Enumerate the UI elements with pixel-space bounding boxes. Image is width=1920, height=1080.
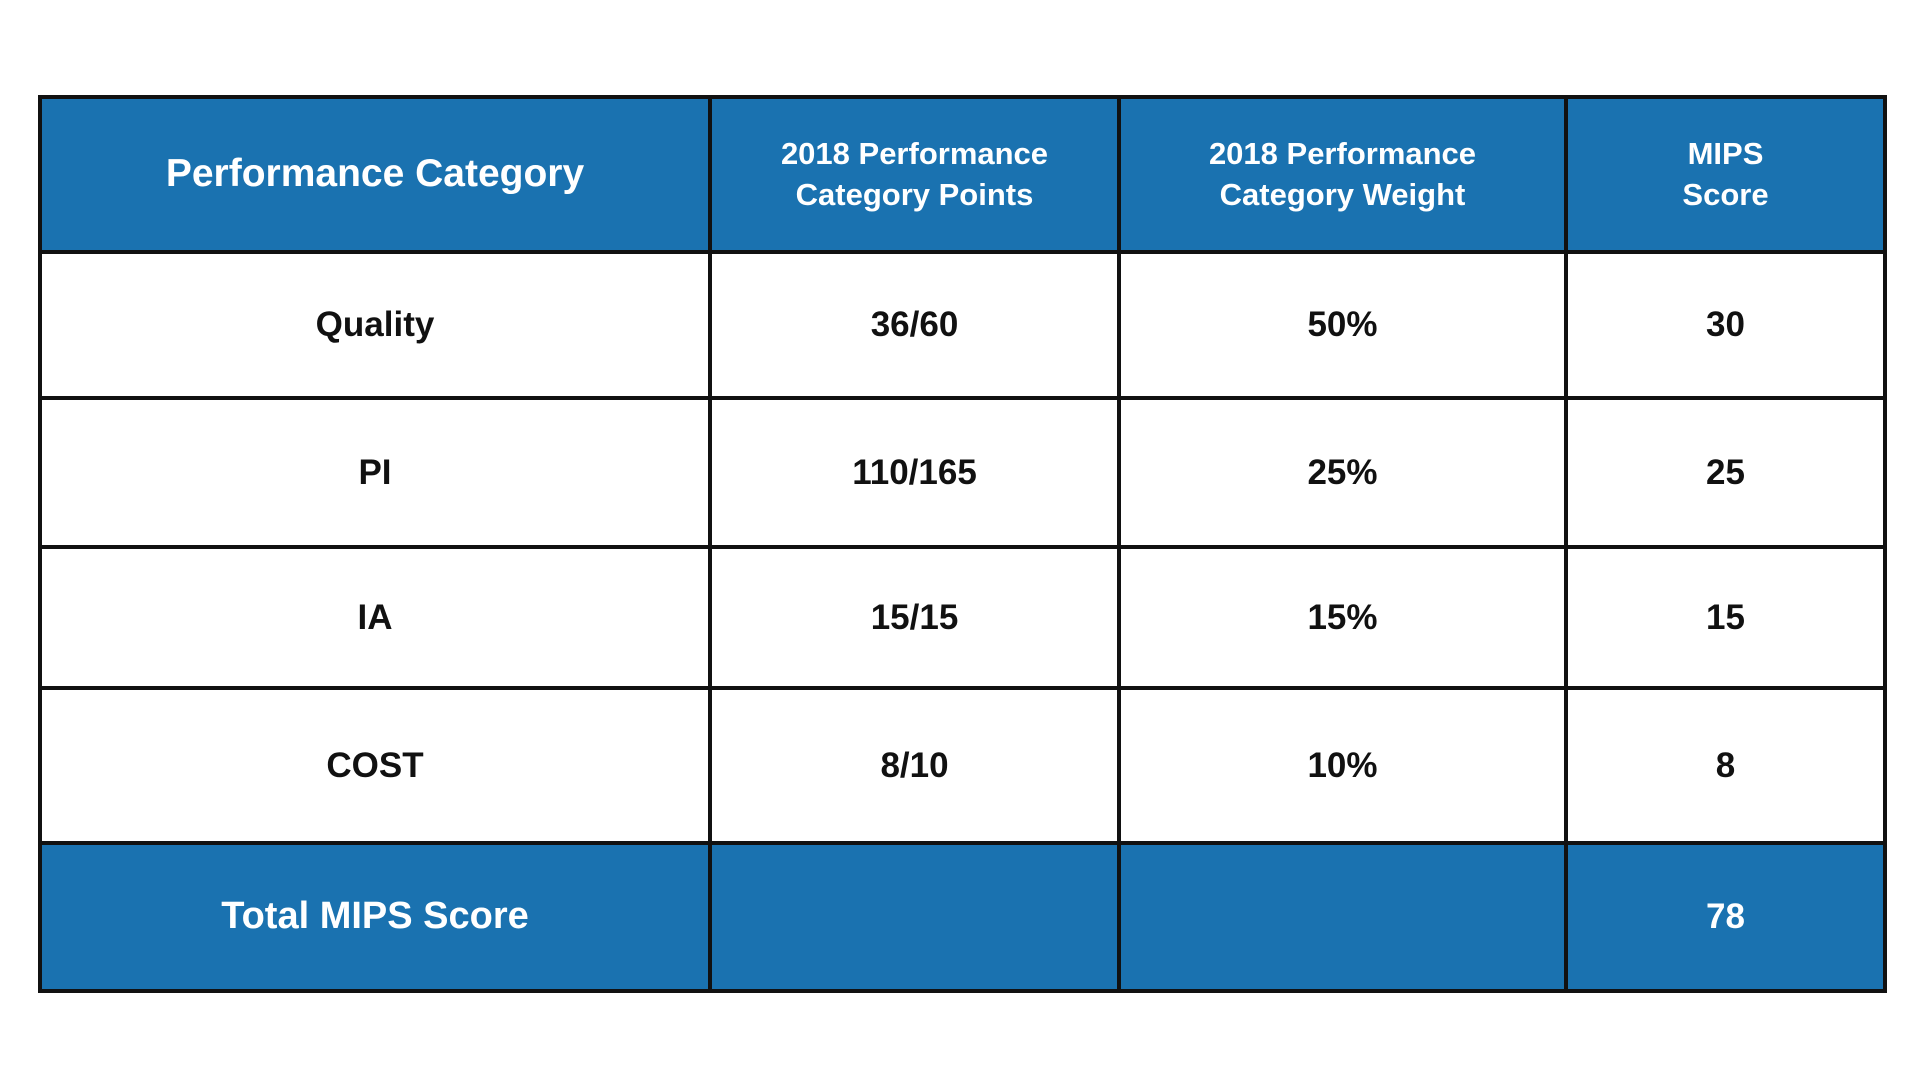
body-cell: 8/10 bbox=[708, 686, 1121, 845]
header-text: MIPS bbox=[1687, 136, 1764, 172]
header-cell: Performance Category bbox=[38, 95, 712, 254]
header-text: Category Points bbox=[795, 176, 1034, 212]
body-cell: PI bbox=[38, 396, 712, 549]
body-cell: 25% bbox=[1117, 396, 1568, 549]
header-cell: 2018 Performance Category Points bbox=[708, 95, 1121, 254]
body-cell: Quality bbox=[38, 250, 712, 400]
cell-value: 30 bbox=[1706, 305, 1745, 345]
body-cell: 50% bbox=[1117, 250, 1568, 400]
cell-value: 36/60 bbox=[870, 305, 959, 345]
category-name: IA bbox=[357, 597, 393, 637]
cell-value: 25% bbox=[1307, 452, 1378, 492]
body-cell: 10% bbox=[1117, 686, 1568, 845]
body-cell: IA bbox=[38, 545, 712, 690]
body-cell: COST bbox=[38, 686, 712, 845]
category-name: Quality bbox=[315, 305, 435, 345]
cell-value: 110/165 bbox=[852, 452, 977, 492]
header-cell: MIPS Score bbox=[1564, 95, 1887, 254]
cell-value: 15 bbox=[1706, 597, 1745, 637]
total-score-cell: 78 bbox=[1564, 841, 1887, 993]
cell-value: 25 bbox=[1706, 452, 1745, 492]
header-cell: 2018 Performance Category Weight bbox=[1117, 95, 1568, 254]
category-name: PI bbox=[358, 452, 392, 492]
body-cell: 36/60 bbox=[708, 250, 1121, 400]
body-cell: 15 bbox=[1564, 545, 1887, 690]
body-cell: 25 bbox=[1564, 396, 1887, 549]
cell-value: 8/10 bbox=[880, 745, 949, 785]
category-name: COST bbox=[326, 745, 424, 785]
header-text: Score bbox=[1682, 176, 1769, 212]
body-cell: 15/15 bbox=[708, 545, 1121, 690]
cell-value: 15/15 bbox=[870, 597, 959, 637]
cell-value: 50% bbox=[1307, 305, 1378, 345]
cell-value: 15% bbox=[1307, 597, 1378, 637]
header-text: 2018 Performance bbox=[1208, 136, 1477, 172]
header-text: Category Weight bbox=[1219, 176, 1466, 212]
cell-value: 10% bbox=[1307, 745, 1378, 785]
body-cell: 15% bbox=[1117, 545, 1568, 690]
cell-value: 8 bbox=[1715, 745, 1736, 785]
empty-cell bbox=[708, 841, 1121, 993]
body-cell: 110/165 bbox=[708, 396, 1121, 549]
header-text: 2018 Performance bbox=[780, 136, 1049, 172]
total-score: 78 bbox=[1706, 897, 1745, 937]
body-cell: 30 bbox=[1564, 250, 1887, 400]
header-text: Performance Category bbox=[165, 152, 585, 196]
body-cell: 8 bbox=[1564, 686, 1887, 845]
empty-cell bbox=[1117, 841, 1568, 993]
total-label: Total MIPS Score bbox=[221, 895, 529, 938]
total-label-cell: Total MIPS Score bbox=[38, 841, 712, 993]
